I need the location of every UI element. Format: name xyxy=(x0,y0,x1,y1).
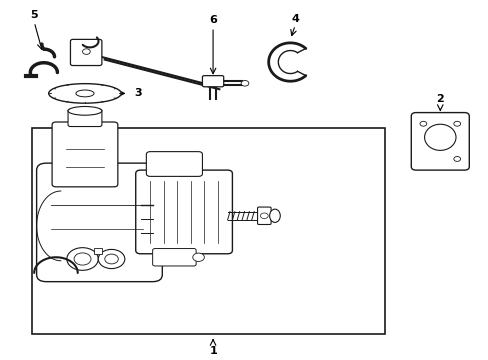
FancyBboxPatch shape xyxy=(68,109,102,126)
FancyBboxPatch shape xyxy=(37,163,162,282)
Circle shape xyxy=(82,49,90,54)
Ellipse shape xyxy=(74,253,91,265)
Ellipse shape xyxy=(104,254,118,264)
FancyBboxPatch shape xyxy=(136,170,232,254)
Circle shape xyxy=(192,253,204,261)
Ellipse shape xyxy=(76,90,94,97)
Text: 5: 5 xyxy=(30,10,38,20)
FancyBboxPatch shape xyxy=(202,76,223,87)
Text: 3: 3 xyxy=(134,89,142,98)
Circle shape xyxy=(453,121,460,126)
Text: 6: 6 xyxy=(209,15,217,26)
FancyBboxPatch shape xyxy=(410,113,468,170)
Text: 2: 2 xyxy=(435,94,443,104)
Bar xyxy=(94,248,102,254)
Circle shape xyxy=(260,213,267,219)
Ellipse shape xyxy=(67,248,98,270)
Circle shape xyxy=(241,81,248,86)
FancyBboxPatch shape xyxy=(146,152,202,176)
FancyBboxPatch shape xyxy=(152,248,196,266)
Circle shape xyxy=(453,157,460,161)
Text: 4: 4 xyxy=(291,14,299,24)
Ellipse shape xyxy=(98,249,124,269)
FancyBboxPatch shape xyxy=(52,122,118,187)
Ellipse shape xyxy=(269,209,280,222)
Ellipse shape xyxy=(49,84,121,103)
FancyBboxPatch shape xyxy=(70,39,102,66)
Ellipse shape xyxy=(68,107,102,115)
Ellipse shape xyxy=(424,124,455,150)
FancyBboxPatch shape xyxy=(257,207,270,225)
Bar xyxy=(32,128,384,334)
Circle shape xyxy=(419,121,426,126)
Text: 1: 1 xyxy=(209,346,217,356)
